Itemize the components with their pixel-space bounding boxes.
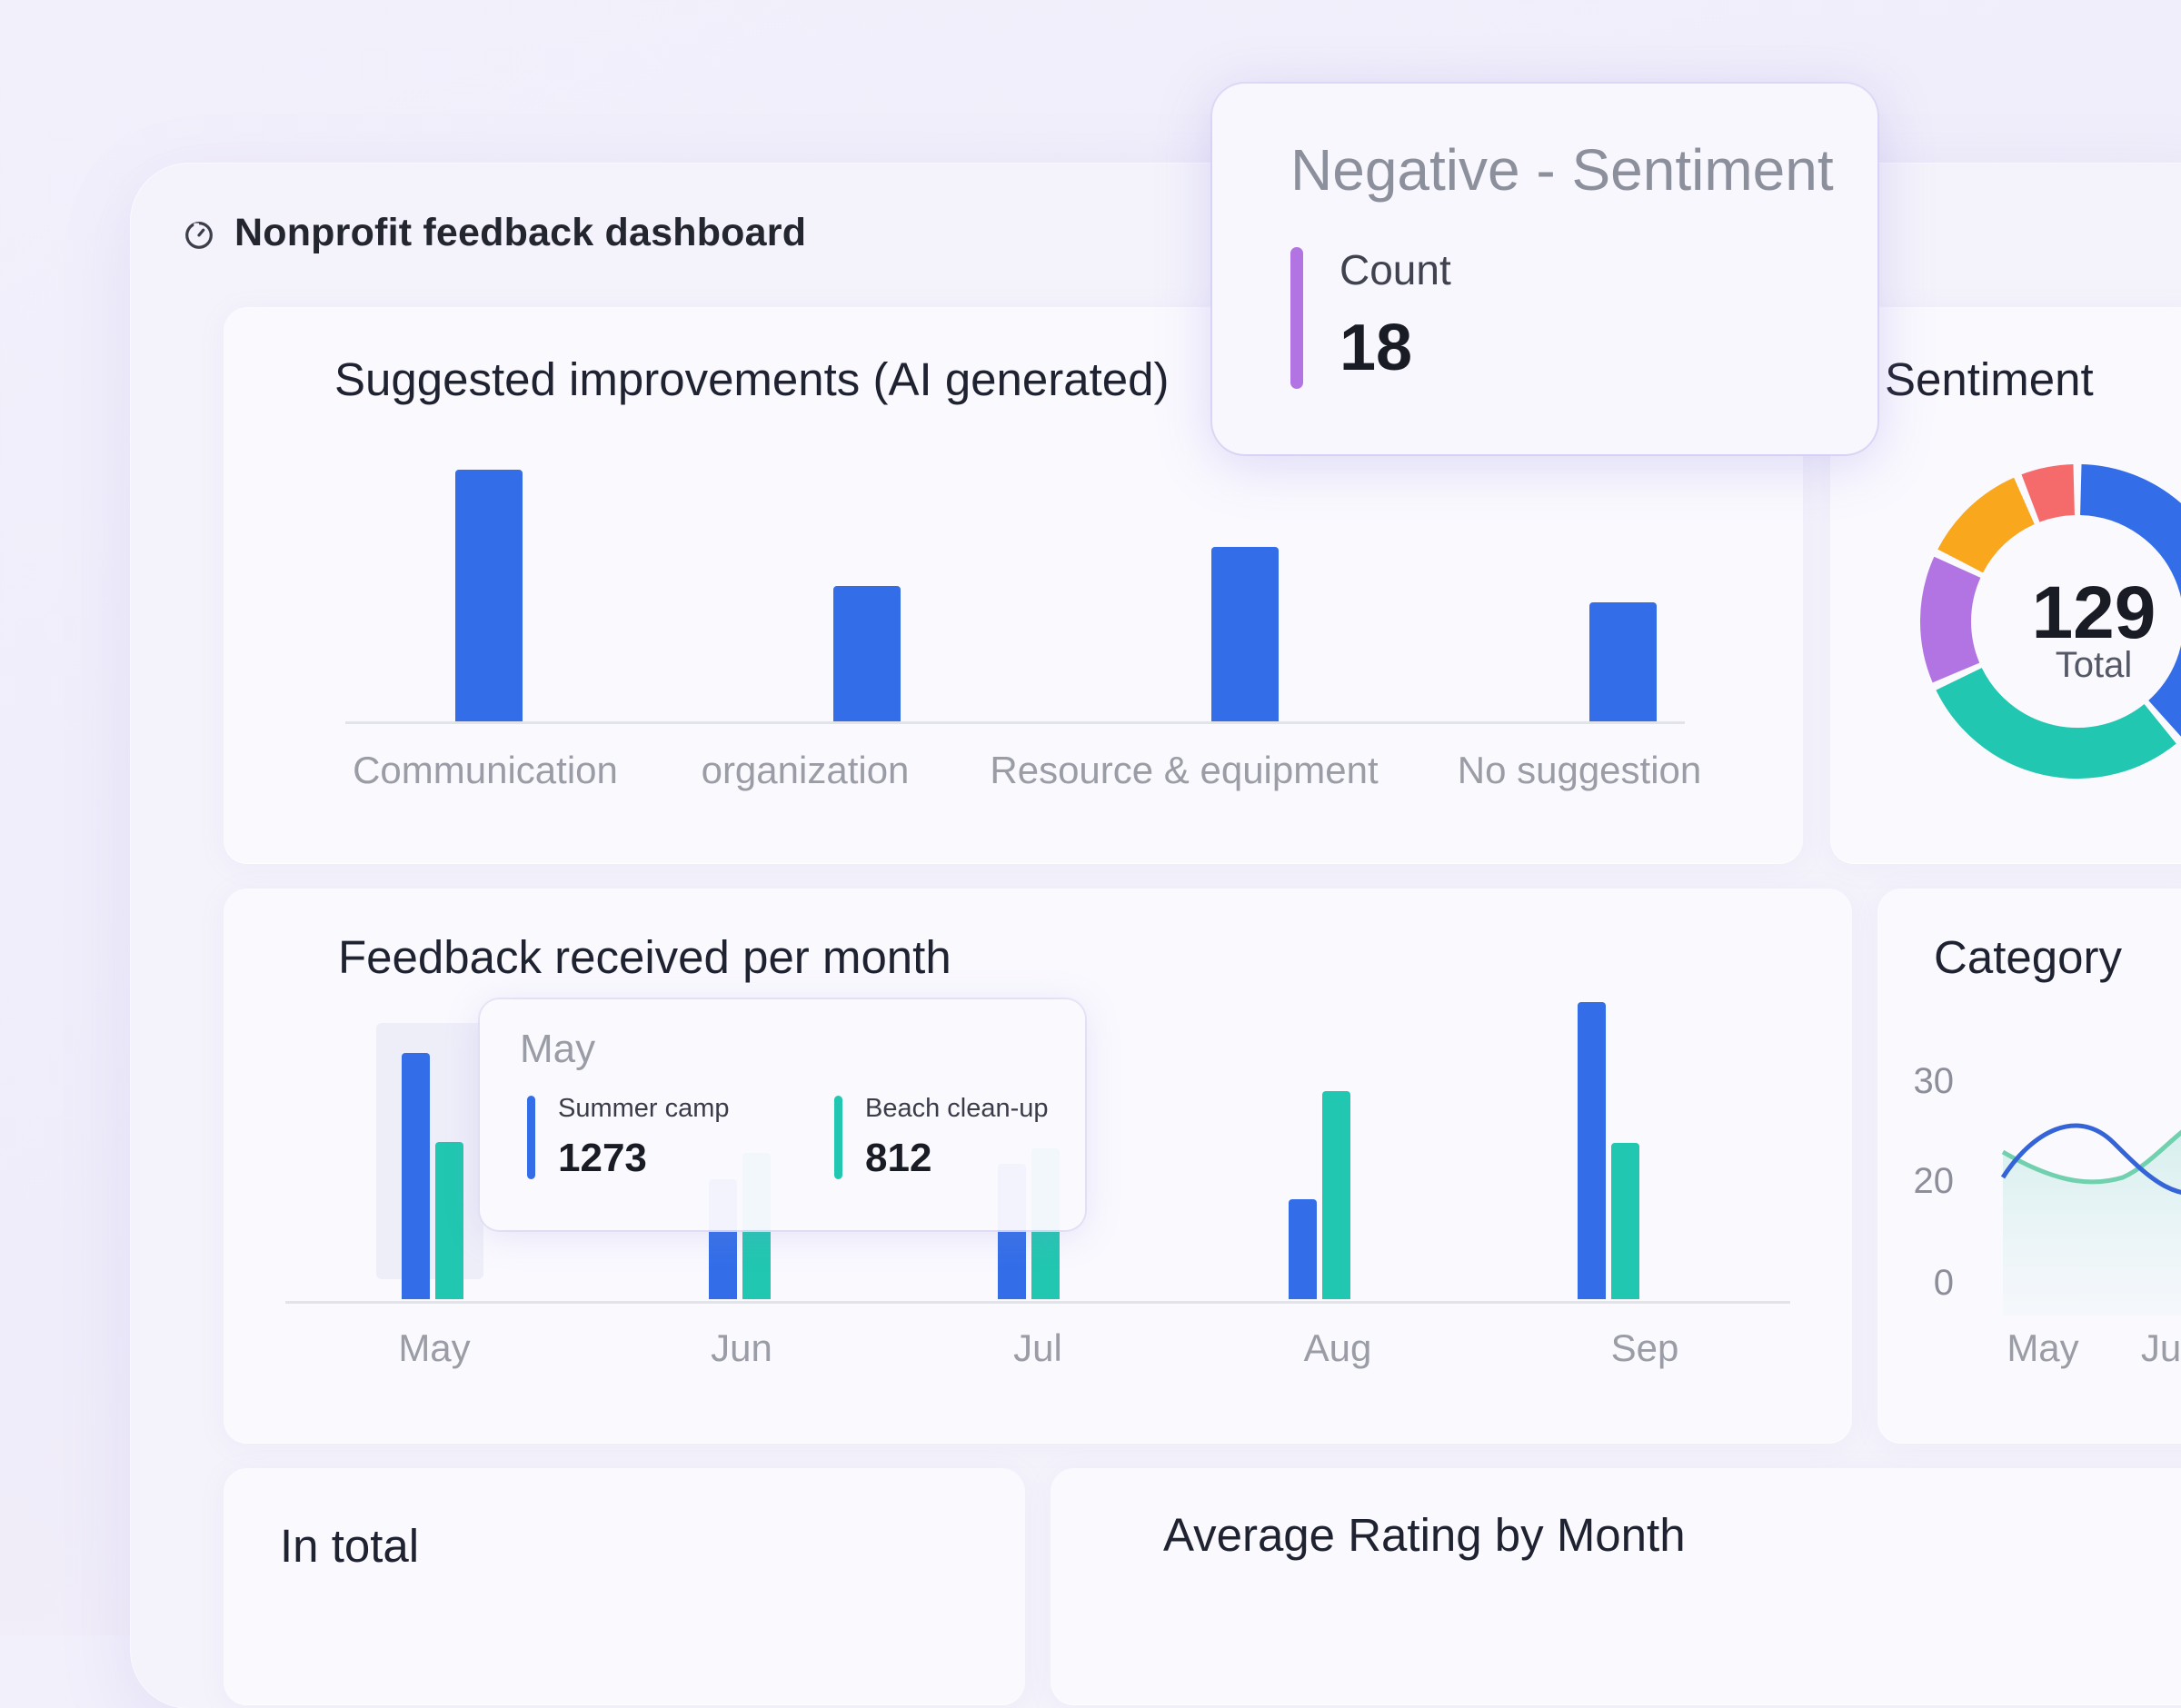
feedback-xlabel: Jul	[1013, 1326, 1062, 1369]
category-series-a-line	[2000, 1123, 2181, 1195]
improvements-xlabel: No suggestion	[1457, 749, 1702, 791]
avg-rating-card: Average Rating by Month	[1051, 1468, 2181, 1704]
category-line-chart	[2000, 1123, 2181, 1316]
improvements-bar[interactable]	[833, 585, 901, 721]
feedback-xlabel: Jun	[711, 1326, 772, 1369]
category-title: Category	[1934, 931, 2122, 983]
improvements-xlabel: organization	[701, 749, 910, 791]
sentiment-tooltip-title: Negative - Sentiment	[1290, 137, 1834, 203]
sentiment-slice[interactable]	[1920, 556, 1981, 683]
sentiment-slice[interactable]	[1936, 667, 2176, 779]
category-xtick: May	[2007, 1326, 2079, 1369]
improvements-baseline	[345, 721, 1685, 724]
category-ytick: 0	[1933, 1263, 1954, 1303]
sentiment-donut	[1920, 464, 2181, 779]
in-total-card: In total	[224, 1468, 1025, 1704]
feedback-bar-summer-camp[interactable]	[1578, 1001, 1606, 1299]
feedback-tooltip-s1-name: Summer camp	[558, 1094, 730, 1123]
feedback-bar-summer-camp[interactable]	[402, 1053, 430, 1299]
category-series-b-line	[2001, 1129, 2181, 1185]
feedback-tooltip-s1-value: 1273	[558, 1136, 647, 1180]
feedback-tooltip: May Summer camp 1273 Beach clean-up 812	[480, 999, 1085, 1230]
dashboard-title: Nonprofit feedback dashboard	[234, 211, 807, 254]
category-xtick: Ju	[2140, 1326, 2181, 1369]
hover-column-highlight	[376, 1023, 483, 1279]
in-total-title: In total	[280, 1520, 420, 1572]
feedback-tooltip-s1-marker	[527, 1096, 535, 1179]
category-ytick: 20	[1913, 1161, 1955, 1201]
category-ytick: 30	[1913, 1061, 1955, 1101]
sentiment-total-label: Total	[2055, 645, 2133, 685]
sentiment-slice[interactable]	[2021, 464, 2076, 522]
improvements-xlabel: Resource & equipment	[990, 749, 1379, 791]
feedback-xlabel: May	[398, 1326, 471, 1369]
improvements-bar[interactable]	[455, 469, 523, 721]
dashboard-header: Nonprofit feedback dashboard	[182, 211, 806, 255]
feedback-xlabel: Sep	[1610, 1326, 1679, 1369]
category-card: Category 30 20 0 May Ju	[1877, 889, 2181, 1443]
sentiment-title: Sentiment	[1885, 353, 2094, 405]
sentiment-tooltip-value: 18	[1339, 312, 1413, 384]
sentiment-tooltip: Negative - Sentiment Count 18	[1212, 84, 1877, 454]
sentiment-tooltip-label: Count	[1339, 246, 1451, 293]
feedback-bar-beach-cleanup[interactable]	[435, 1142, 463, 1299]
feedback-xlabel: Aug	[1303, 1326, 1372, 1369]
timer-icon	[185, 221, 213, 249]
sentiment-total: 129	[2031, 571, 2156, 654]
avg-rating-title: Average Rating by Month	[1163, 1509, 1686, 1561]
improvements-xlabel: Communication	[353, 749, 618, 791]
feedback-tooltip-s2-value: 812	[865, 1136, 932, 1180]
improvements-bar[interactable]	[1211, 547, 1279, 721]
feedback-bar-beach-cleanup[interactable]	[1322, 1090, 1350, 1299]
improvements-title: Suggested improvements (AI generated)	[334, 353, 1170, 405]
sentiment-tooltip-marker	[1290, 247, 1303, 389]
feedback-tooltip-s2-name: Beach clean-up	[865, 1094, 1049, 1123]
sentiment-card: Sentiment 129 Total	[1830, 307, 2181, 863]
feedback-tooltip-month: May	[520, 1027, 596, 1071]
feedback-baseline	[285, 1301, 1790, 1304]
category-area-fill	[2003, 1132, 2181, 1316]
feedback-tooltip-s2-marker	[834, 1096, 842, 1179]
feedback-title: Feedback received per month	[338, 931, 951, 983]
sentiment-slice[interactable]	[2079, 464, 2181, 737]
feedback-bar-beach-cleanup[interactable]	[1611, 1142, 1639, 1299]
improvements-bar[interactable]	[1589, 601, 1657, 721]
sentiment-slice[interactable]	[1937, 477, 2036, 574]
feedback-bar-summer-camp[interactable]	[1289, 1198, 1317, 1299]
